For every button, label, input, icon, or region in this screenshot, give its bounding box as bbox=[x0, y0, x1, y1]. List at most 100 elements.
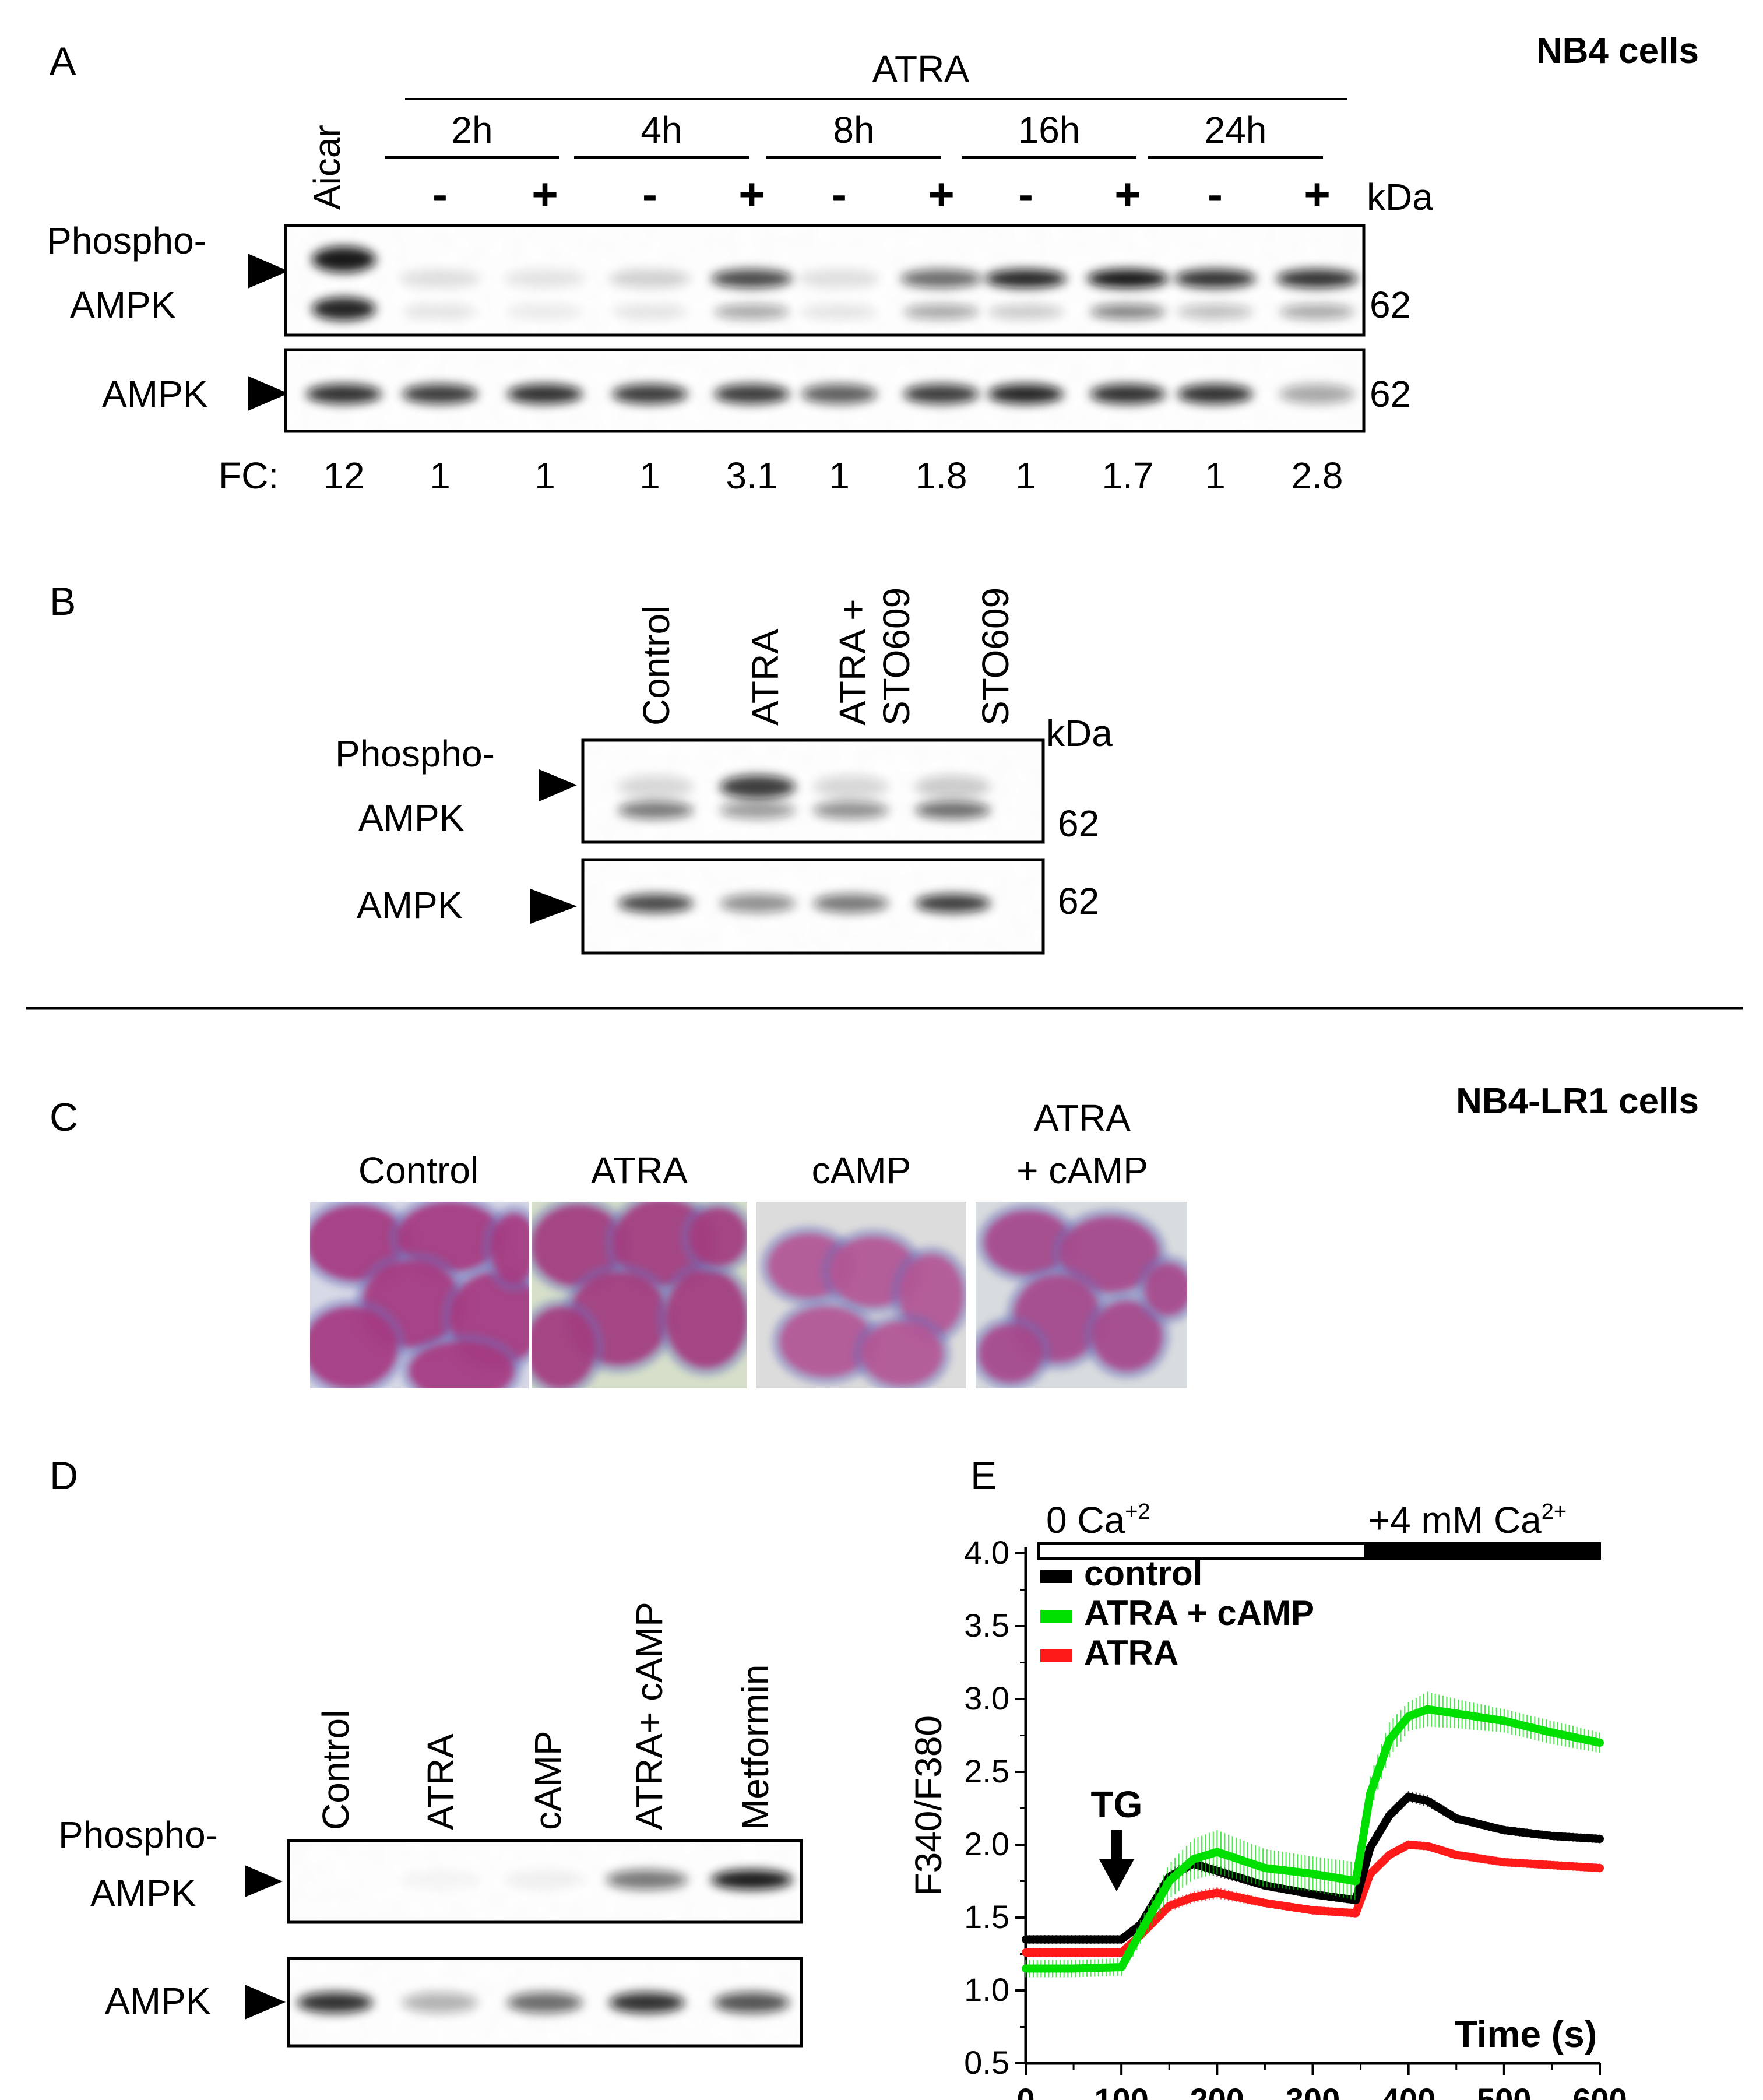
phospho-lower-band-b-2 bbox=[813, 801, 889, 819]
phospho-bands-d bbox=[399, 1870, 793, 1890]
phospho-arrow-icon-d bbox=[245, 1865, 283, 1897]
y-axis-label: F340/F380 bbox=[907, 1715, 949, 1896]
cell-nucleus bbox=[532, 1307, 596, 1388]
phospho-bands-b bbox=[618, 775, 991, 819]
x-tick-label: 300 bbox=[1286, 2081, 1340, 2100]
data-point bbox=[1022, 1935, 1030, 1944]
data-point bbox=[1117, 1963, 1126, 1971]
calcium-chart: 0.5 1.0 1.5 2.0 2.5 3.0 3.5 4.0 0 100 200 300 400 500… bbox=[907, 1499, 1627, 2100]
mw-62-phospho-a: 62 bbox=[1370, 284, 1411, 326]
cell-nucleus bbox=[780, 1307, 873, 1377]
legend-swatch bbox=[1040, 1610, 1072, 1623]
legend-swatch bbox=[1040, 1570, 1072, 1583]
calcium-4mm-label: +4 mM Ca2+ bbox=[1368, 1499, 1567, 1541]
x-tick-label: 500 bbox=[1477, 2081, 1531, 2100]
ampk-band-lane-2 bbox=[507, 384, 583, 404]
phospho-bands-a bbox=[312, 247, 1358, 321]
cell-nucleus bbox=[1092, 1301, 1162, 1371]
micrograph-label-camp: cAMP bbox=[812, 1149, 912, 1191]
phospho-band-lane-3 bbox=[609, 269, 691, 288]
lane-label-atra-d: ATRA bbox=[420, 1733, 462, 1830]
time-label-4h: 4h bbox=[641, 109, 682, 151]
data-point bbox=[1308, 1890, 1317, 1898]
micrograph-cells-0 bbox=[310, 1202, 529, 1388]
y-tick-label: 1.0 bbox=[964, 1971, 1009, 2008]
ampk-band-lane-8 bbox=[1090, 384, 1166, 404]
time-groups: 2h 4h 8h 16h 24h bbox=[385, 109, 1323, 159]
phospho-band-lane-4 bbox=[711, 269, 793, 288]
ampk-band-d-3 bbox=[609, 1992, 685, 2013]
cell-nucleus bbox=[984, 1211, 1072, 1275]
data-point bbox=[1500, 1826, 1508, 1834]
zero-calcium-bar bbox=[1037, 1542, 1367, 1560]
data-point bbox=[1366, 1789, 1374, 1798]
fc-value-lane-0: 12 bbox=[323, 455, 364, 497]
legend-label: control bbox=[1084, 1554, 1202, 1593]
ampk-band-lane-1 bbox=[402, 384, 478, 404]
phospho-ampk-label-b-line2: AMPK bbox=[358, 797, 464, 839]
lane-label-atra-camp-d: ATRA+ cAMP bbox=[628, 1602, 670, 1830]
cell-nucleus bbox=[979, 1324, 1043, 1383]
data-point bbox=[1423, 1705, 1432, 1714]
fc-value-lane-6: 1.8 bbox=[916, 455, 967, 497]
data-point bbox=[1423, 1842, 1432, 1851]
data-point bbox=[1404, 1841, 1413, 1849]
data-point bbox=[1189, 1855, 1198, 1863]
fc-value-lane-5: 1 bbox=[829, 455, 850, 497]
data-point bbox=[1452, 1851, 1461, 1859]
fc-value-lane-10: 2.8 bbox=[1292, 455, 1343, 497]
panel-letter-b: B bbox=[50, 579, 76, 624]
data-point bbox=[1404, 1792, 1413, 1801]
data-point bbox=[1117, 1948, 1126, 1957]
phospho-arrow-icon bbox=[248, 254, 288, 289]
data-point bbox=[1500, 1858, 1508, 1866]
data-point bbox=[1547, 1861, 1556, 1869]
phospho-upper-band-b-2 bbox=[813, 775, 889, 799]
micrograph-label-control: Control bbox=[358, 1149, 478, 1191]
phospho-band-lane-6 bbox=[900, 269, 982, 288]
band-aicar-upper bbox=[312, 247, 376, 272]
ampk-band-b-3 bbox=[915, 894, 991, 913]
x-tick-label: 200 bbox=[1190, 2081, 1244, 2100]
phospho-band-lane-10 bbox=[1276, 269, 1358, 288]
phospho-lower-band-lane-2 bbox=[507, 304, 583, 319]
lane-label-atra-sto609-line2: STO609 bbox=[875, 588, 917, 726]
minus-sign-lane-3: - bbox=[642, 168, 657, 220]
plus-sign-lane-4: + bbox=[738, 168, 765, 220]
lane-label-control-b: Control bbox=[635, 606, 677, 726]
data-point bbox=[1547, 1728, 1556, 1737]
data-point bbox=[1404, 1712, 1413, 1721]
cell-nucleus bbox=[689, 1208, 747, 1266]
phospho-arrow-icon-b bbox=[539, 769, 577, 801]
atra-header: ATRA bbox=[872, 48, 969, 90]
fc-value-lane-8: 1.7 bbox=[1102, 455, 1154, 497]
ampk-band-lane-3 bbox=[612, 384, 688, 404]
x-tick-label: 0 bbox=[1016, 2081, 1034, 2100]
minus-sign-lane-7: - bbox=[1018, 168, 1033, 220]
data-point bbox=[1366, 1870, 1374, 1878]
micrograph-label-atra: ATRA bbox=[591, 1149, 688, 1191]
phospho-lower-band-b-1 bbox=[720, 801, 796, 819]
aicar-lane-label: Aicar bbox=[306, 125, 348, 210]
data-point bbox=[1452, 1709, 1461, 1718]
ampk-band-lane-9 bbox=[1177, 384, 1253, 404]
phospho-band-d-3 bbox=[606, 1870, 688, 1890]
fc-label: FC: bbox=[219, 455, 279, 497]
phospho-band-d-1 bbox=[399, 1870, 481, 1890]
data-point bbox=[1352, 1896, 1360, 1904]
time-label-8h: 8h bbox=[833, 109, 874, 151]
data-point bbox=[1452, 1814, 1461, 1823]
ampk-band-lane-7 bbox=[988, 384, 1064, 404]
fc-value-lane-1: 1 bbox=[430, 455, 451, 497]
legend-swatch bbox=[1040, 1649, 1072, 1662]
ampk-label-b: AMPK bbox=[357, 884, 462, 926]
data-point bbox=[1261, 1899, 1269, 1907]
y-tick-label: 2.5 bbox=[964, 1753, 1009, 1789]
phospho-lower-band-b-3 bbox=[915, 801, 991, 819]
ampk-band-b-1 bbox=[720, 894, 796, 913]
lane-label-sto609-b: STO609 bbox=[974, 588, 1016, 726]
panel-letter-c: C bbox=[50, 1095, 78, 1139]
data-point bbox=[1385, 1736, 1393, 1744]
mw-62-phospho-b: 62 bbox=[1058, 803, 1099, 845]
